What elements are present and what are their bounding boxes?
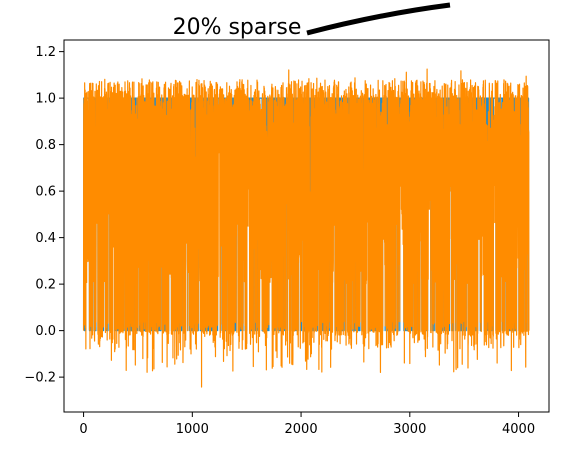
x-tick-label: 2000 (285, 422, 318, 437)
x-tick-label: 0 (79, 422, 87, 437)
y-tick-label: 1.2 (35, 45, 56, 60)
chart-title-group: 20% sparse (173, 2, 451, 40)
y-tick-label: 1.0 (35, 92, 56, 107)
plot-frame (63, 39, 550, 413)
y-tick-label: 0.0 (35, 324, 56, 339)
series-layer (82, 68, 530, 388)
series-line-orange (82, 68, 530, 388)
y-tick-label: −0.2 (24, 371, 56, 386)
y-tick-label: 0.4 (35, 231, 56, 246)
x-tick-label: 1000 (176, 422, 209, 437)
title-stroke (306, 2, 451, 36)
x-tick-label: 3000 (393, 422, 426, 437)
y-tick-label: 0.6 (35, 185, 56, 200)
y-tick-label: 0.8 (35, 138, 56, 153)
y-tick-label: 0.2 (35, 278, 56, 293)
x-tick-label: 4000 (502, 422, 535, 437)
y-axis: −0.2 0.0 0.2 0.4 0.6 0.8 1.0 1.2 (24, 45, 64, 386)
chart-title: 20% sparse (173, 15, 302, 40)
x-axis: 0 1000 2000 3000 4000 (79, 412, 535, 437)
